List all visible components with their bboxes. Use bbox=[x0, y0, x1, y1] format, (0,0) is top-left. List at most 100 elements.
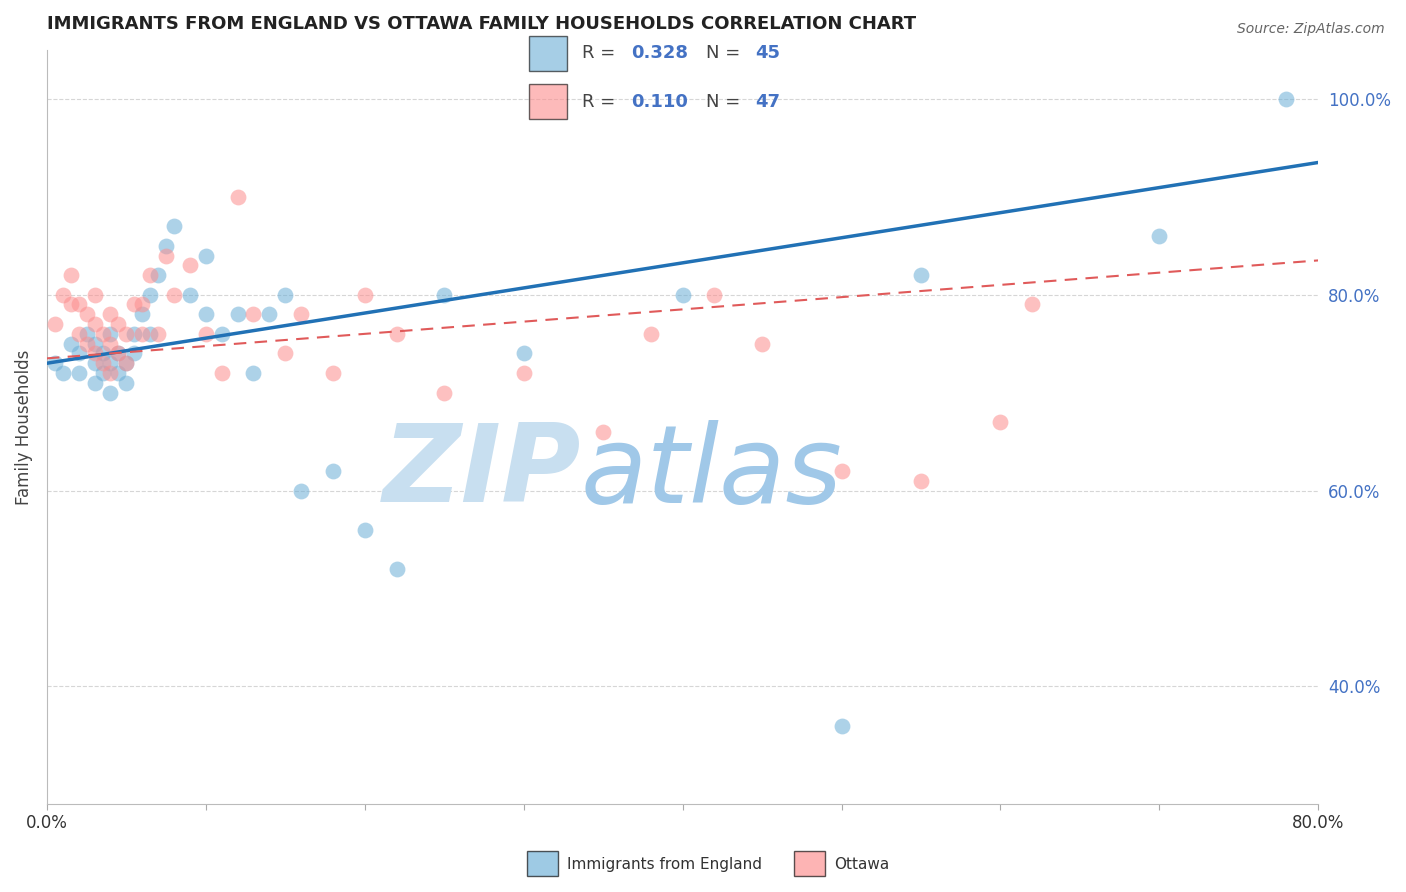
Point bbox=[139, 268, 162, 282]
Point bbox=[83, 336, 105, 351]
Point bbox=[831, 464, 853, 478]
Text: Immigrants from England: Immigrants from England bbox=[567, 857, 762, 871]
Point bbox=[100, 336, 122, 351]
Point bbox=[671, 287, 693, 301]
Point bbox=[242, 366, 264, 380]
Point bbox=[322, 366, 344, 380]
Point bbox=[155, 248, 177, 262]
Point bbox=[211, 366, 233, 380]
Point bbox=[592, 425, 614, 439]
Point bbox=[751, 336, 773, 351]
Text: Ottawa: Ottawa bbox=[834, 857, 889, 871]
Point bbox=[242, 307, 264, 321]
Point bbox=[290, 307, 312, 321]
Point bbox=[100, 366, 122, 380]
Point bbox=[100, 307, 122, 321]
Text: Source: ZipAtlas.com: Source: ZipAtlas.com bbox=[1237, 22, 1385, 37]
Point bbox=[163, 287, 186, 301]
Point bbox=[211, 326, 233, 341]
Point bbox=[131, 297, 153, 311]
Point bbox=[910, 474, 932, 488]
Point bbox=[44, 317, 66, 331]
Point bbox=[146, 326, 169, 341]
Point bbox=[385, 562, 408, 576]
Text: R =: R = bbox=[582, 93, 621, 111]
Point bbox=[83, 346, 105, 360]
Text: R =: R = bbox=[582, 45, 621, 62]
Point bbox=[1149, 228, 1171, 243]
Point bbox=[353, 287, 375, 301]
Point bbox=[990, 415, 1012, 429]
Text: 0.110: 0.110 bbox=[631, 93, 689, 111]
Text: ZIP: ZIP bbox=[382, 419, 581, 525]
Point bbox=[274, 346, 297, 360]
Point bbox=[44, 356, 66, 370]
Point bbox=[226, 190, 249, 204]
Text: 0.328: 0.328 bbox=[631, 45, 689, 62]
Point bbox=[100, 385, 122, 400]
Point bbox=[67, 346, 90, 360]
Text: IMMIGRANTS FROM ENGLAND VS OTTAWA FAMILY HOUSEHOLDS CORRELATION CHART: IMMIGRANTS FROM ENGLAND VS OTTAWA FAMILY… bbox=[46, 15, 917, 33]
Point bbox=[83, 287, 105, 301]
Text: N =: N = bbox=[706, 93, 745, 111]
Point bbox=[76, 336, 98, 351]
Point bbox=[67, 297, 90, 311]
Point bbox=[107, 346, 129, 360]
Point bbox=[353, 523, 375, 537]
Point bbox=[433, 385, 456, 400]
Point bbox=[194, 326, 217, 341]
Point bbox=[274, 287, 297, 301]
Point bbox=[910, 268, 932, 282]
Point bbox=[67, 366, 90, 380]
Point bbox=[290, 483, 312, 498]
Point bbox=[91, 326, 114, 341]
Point bbox=[100, 356, 122, 370]
Point bbox=[107, 366, 129, 380]
Text: 45: 45 bbox=[755, 45, 780, 62]
Point bbox=[179, 258, 201, 272]
Point bbox=[226, 307, 249, 321]
FancyBboxPatch shape bbox=[530, 36, 567, 70]
Point bbox=[703, 287, 725, 301]
Point bbox=[100, 326, 122, 341]
Point bbox=[124, 297, 146, 311]
Text: N =: N = bbox=[706, 45, 745, 62]
Point bbox=[52, 366, 75, 380]
Point bbox=[512, 346, 534, 360]
Point bbox=[139, 326, 162, 341]
Point bbox=[385, 326, 408, 341]
Point bbox=[124, 346, 146, 360]
Point bbox=[1275, 92, 1298, 106]
Point bbox=[831, 718, 853, 732]
Point bbox=[115, 356, 138, 370]
Point bbox=[115, 356, 138, 370]
Point bbox=[83, 317, 105, 331]
Point bbox=[115, 376, 138, 390]
Point bbox=[640, 326, 662, 341]
Text: atlas: atlas bbox=[581, 419, 842, 524]
Point bbox=[512, 366, 534, 380]
Point bbox=[107, 346, 129, 360]
Point bbox=[131, 307, 153, 321]
Point bbox=[107, 317, 129, 331]
Point bbox=[91, 356, 114, 370]
Point bbox=[124, 326, 146, 341]
Point bbox=[146, 268, 169, 282]
FancyBboxPatch shape bbox=[530, 84, 567, 119]
Point bbox=[155, 238, 177, 252]
Point bbox=[163, 219, 186, 234]
Text: 47: 47 bbox=[755, 93, 780, 111]
Point bbox=[322, 464, 344, 478]
Point bbox=[91, 366, 114, 380]
Point bbox=[59, 268, 82, 282]
Point bbox=[259, 307, 281, 321]
Point bbox=[1021, 297, 1043, 311]
Point bbox=[67, 326, 90, 341]
Point bbox=[59, 336, 82, 351]
Point bbox=[91, 346, 114, 360]
Point bbox=[59, 297, 82, 311]
Point bbox=[433, 287, 456, 301]
Point bbox=[194, 307, 217, 321]
Point bbox=[115, 326, 138, 341]
Point bbox=[131, 326, 153, 341]
